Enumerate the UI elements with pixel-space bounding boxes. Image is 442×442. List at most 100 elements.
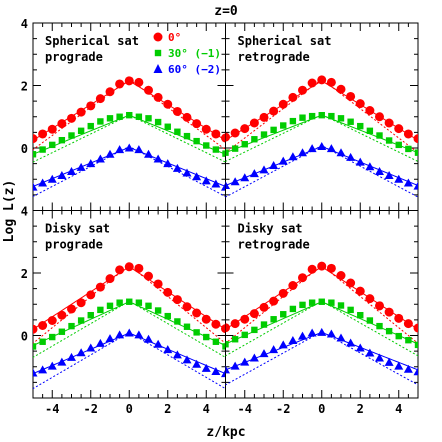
- data-point-square: [260, 131, 268, 138]
- data-point-circle: [346, 278, 356, 288]
- data-point-circle: [57, 119, 67, 129]
- panel-label-line1: Spherical sat: [45, 34, 139, 48]
- data-point-circle: [47, 124, 57, 134]
- data-point-circle: [317, 75, 327, 85]
- data-point-circle: [307, 78, 317, 88]
- data-point-square: [222, 343, 226, 350]
- data-point-circle: [384, 307, 394, 317]
- data-point-circle: [172, 106, 182, 116]
- x-tick-label: 4: [203, 402, 210, 416]
- data-point-triangle: [163, 345, 173, 354]
- data-point-triangle: [355, 157, 365, 166]
- data-point-circle: [336, 84, 346, 94]
- data-point-square: [347, 306, 354, 314]
- data-point-square: [58, 136, 66, 144]
- data-point-circle: [124, 262, 134, 272]
- panel-label-line2: retrograde: [238, 238, 310, 252]
- data-point-triangle: [240, 357, 250, 366]
- data-point-circle: [307, 264, 317, 274]
- data-point-circle: [134, 263, 144, 273]
- data-point-square: [193, 329, 200, 336]
- data-point-square: [337, 302, 345, 309]
- data-point-triangle: [105, 334, 115, 343]
- data-point-triangle: [221, 182, 226, 191]
- legend-marker-circle: [153, 32, 163, 42]
- data-point-triangle: [225, 365, 230, 374]
- data-point-square: [39, 338, 46, 345]
- data-point-square: [395, 141, 402, 149]
- data-point-square: [97, 118, 104, 125]
- data-point-square: [212, 146, 220, 153]
- data-point-circle: [403, 129, 413, 139]
- panel-bottom-left: -4 -2 0 2 4 0 2 4 Disky sat prograde: [21, 205, 226, 416]
- data-point-triangle: [105, 149, 115, 158]
- data-point-circle: [124, 76, 134, 86]
- data-point-circle: [394, 124, 404, 134]
- data-point-square: [183, 323, 191, 330]
- data-point-circle: [57, 310, 67, 320]
- data-point-triangle: [288, 336, 298, 344]
- legend-marker-triangle: [153, 64, 163, 73]
- data-point-square: [260, 321, 268, 328]
- data-point-circle: [95, 282, 105, 292]
- x-tick-label: 4: [395, 402, 402, 416]
- data-point-circle: [105, 87, 115, 97]
- panel-label-line1: Disky sat: [238, 222, 303, 236]
- data-point-square: [385, 137, 393, 144]
- data-point-circle: [288, 281, 298, 290]
- data-point-circle: [115, 79, 125, 89]
- data-point-triangle: [172, 350, 182, 359]
- data-point-triangle: [57, 171, 67, 179]
- data-point-triangle: [230, 177, 240, 186]
- data-point-triangle: [134, 145, 144, 154]
- data-point-triangle: [144, 334, 153, 343]
- data-point-triangle: [336, 148, 346, 157]
- panel-label-line2: retrograde: [238, 50, 310, 64]
- data-point-circle: [355, 286, 365, 296]
- data-point-triangle: [307, 144, 317, 153]
- data-point-circle: [326, 263, 336, 273]
- data-point-square: [308, 112, 316, 120]
- data-point-triangle: [413, 367, 418, 376]
- data-point-triangle: [298, 148, 307, 157]
- data-point-circle: [134, 77, 144, 87]
- panel-plot-area: [225, 75, 418, 198]
- data-point-square: [154, 307, 162, 314]
- data-point-square: [33, 151, 37, 158]
- data-point-circle: [249, 309, 259, 319]
- data-point-triangle: [47, 174, 57, 183]
- data-point-triangle: [115, 145, 125, 154]
- data-point-square: [337, 115, 345, 122]
- data-point-square: [376, 132, 383, 139]
- data-point-square: [299, 114, 306, 121]
- data-point-circle: [153, 279, 163, 289]
- legend-marker-square: [154, 49, 162, 57]
- fit-line-solid: [225, 301, 418, 345]
- data-point-triangle: [134, 330, 144, 339]
- data-point-triangle: [211, 179, 221, 188]
- data-point-square: [126, 111, 133, 119]
- data-point-triangle: [38, 365, 48, 374]
- data-point-triangle: [240, 173, 250, 182]
- data-point-square: [225, 341, 229, 348]
- data-point-square: [164, 123, 171, 130]
- y-tick-label: 2: [21, 80, 28, 94]
- data-point-square: [270, 126, 277, 134]
- data-point-circle: [240, 124, 250, 134]
- data-point-square: [222, 150, 226, 157]
- data-point-square: [154, 118, 162, 126]
- data-point-circle: [67, 304, 76, 314]
- data-point-square: [414, 341, 418, 349]
- data-point-triangle: [413, 181, 418, 190]
- data-point-circle: [38, 129, 48, 139]
- data-point-square: [308, 299, 316, 306]
- data-point-triangle: [278, 156, 288, 165]
- data-point-circle: [182, 302, 192, 312]
- data-point-square: [231, 336, 239, 343]
- data-point-square: [164, 312, 171, 320]
- data-point-triangle: [375, 353, 384, 362]
- data-point-triangle: [394, 361, 404, 370]
- data-point-triangle: [153, 154, 163, 163]
- data-point-circle: [413, 323, 418, 333]
- data-point-circle: [201, 124, 211, 134]
